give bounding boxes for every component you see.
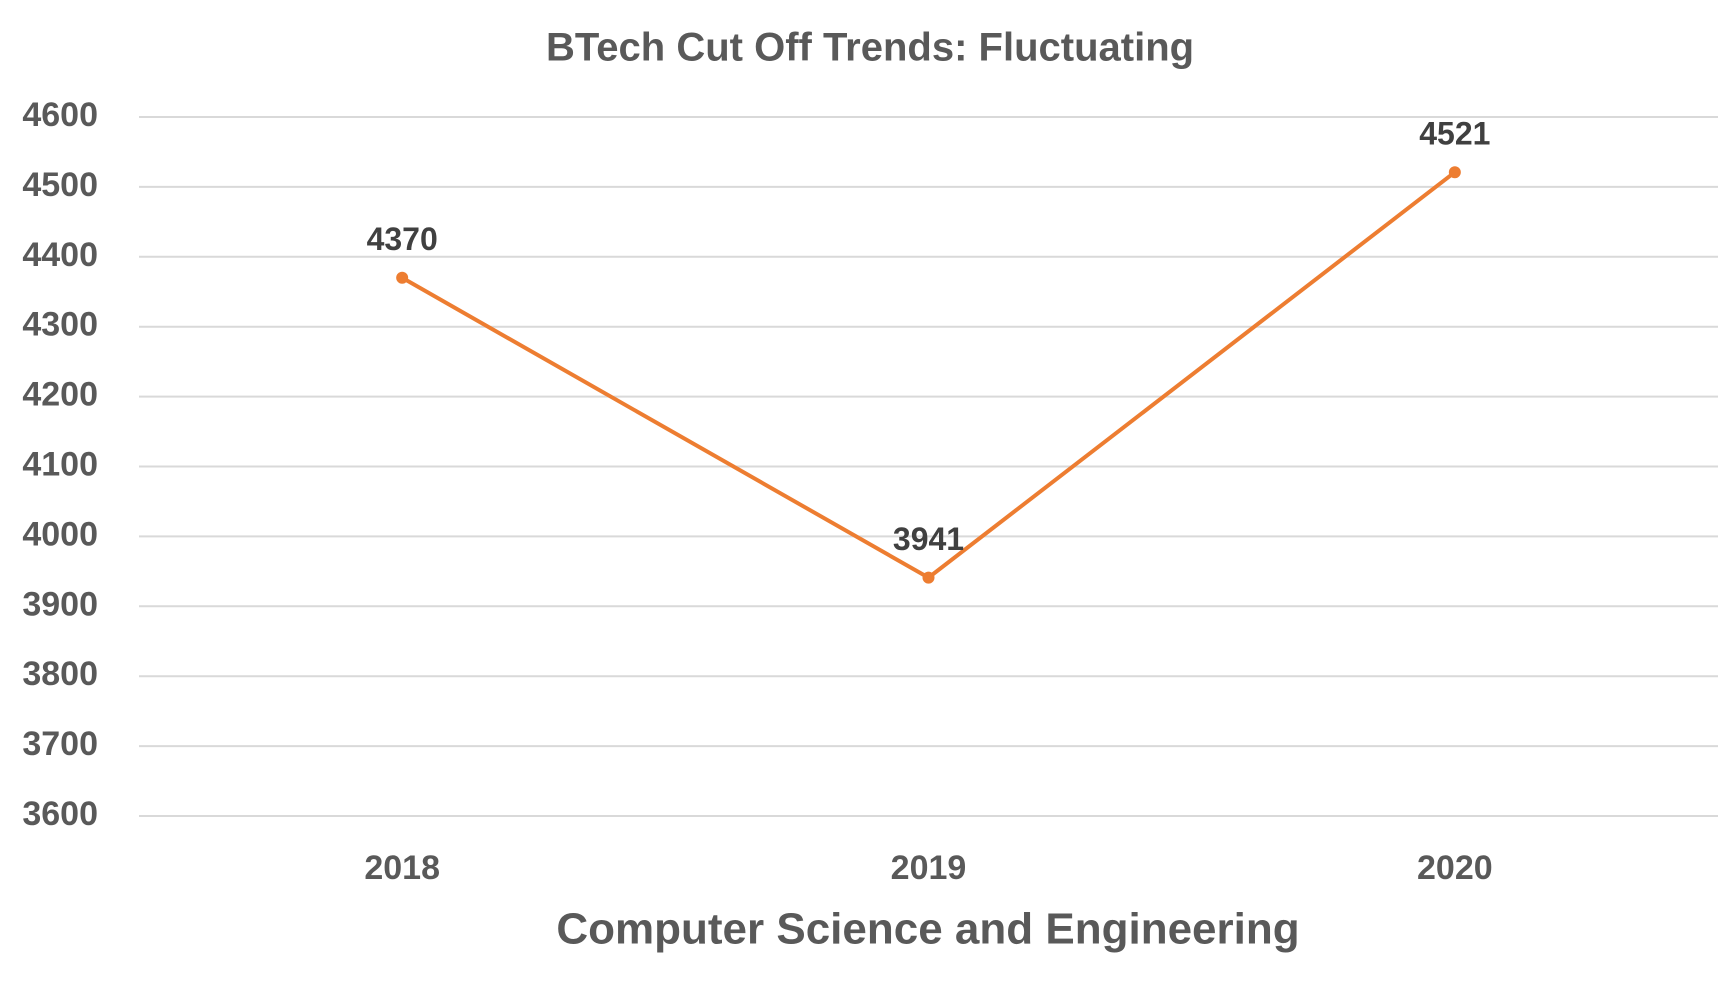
data-label: 4521 (1419, 116, 1490, 152)
line (401, 170, 1457, 580)
data-label: 3941 (893, 521, 964, 557)
y-tick-label: 4200 (22, 376, 98, 414)
y-tick-label: 3600 (22, 795, 98, 833)
y-tick-label: 4300 (22, 306, 98, 344)
chart-title: BTech Cut Off Trends: Fluctuating (546, 26, 1194, 70)
y-tick-label: 4100 (22, 445, 98, 483)
point (922, 571, 935, 584)
x-tick-label: 2018 (364, 849, 440, 887)
y-tick-label: 4000 (22, 515, 98, 553)
point (396, 271, 409, 284)
y-tick-label: 3800 (22, 655, 98, 693)
y-tick-label: 3700 (22, 725, 98, 763)
y-tick-label: 4500 (22, 166, 98, 204)
y-tick-label: 3900 (22, 585, 98, 623)
y-tick-label: 4400 (22, 236, 98, 274)
x-tick-label: 2020 (1417, 849, 1493, 887)
x-axis-title: Computer Science and Engineering (556, 905, 1299, 954)
data-label: 4370 (367, 221, 438, 257)
point (1448, 166, 1461, 179)
x-tick-label: 2019 (891, 849, 967, 887)
y-tick-label: 4600 (22, 96, 98, 134)
